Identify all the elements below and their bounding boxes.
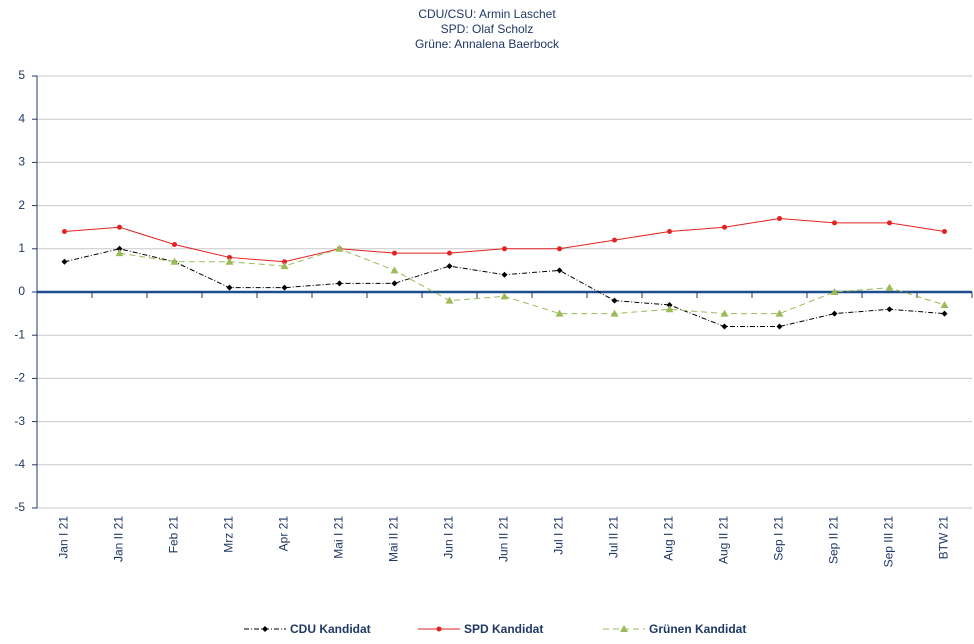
legend-label: SPD Kandidat	[464, 622, 543, 636]
marker	[830, 288, 839, 295]
marker	[262, 626, 268, 632]
marker	[940, 300, 949, 308]
marker	[612, 237, 617, 243]
marker	[777, 216, 782, 222]
x-tick-label: Jan II 21	[112, 516, 126, 562]
marker	[62, 229, 67, 235]
legend-label: CDU Kandidat	[290, 622, 371, 636]
marker	[227, 254, 232, 260]
marker	[555, 309, 564, 317]
y-tick-label: 3	[18, 155, 25, 169]
marker	[116, 245, 123, 252]
marker	[445, 296, 454, 304]
marker	[170, 257, 179, 265]
marker	[335, 244, 344, 252]
x-tick-label: Apr 21	[277, 516, 291, 552]
x-tick-label: Mai I 21	[332, 516, 346, 559]
marker	[392, 250, 397, 256]
marker	[667, 229, 672, 235]
series-line	[64, 218, 945, 263]
marker	[281, 284, 288, 291]
marker	[942, 229, 947, 235]
marker	[447, 250, 452, 256]
marker	[721, 323, 728, 330]
marker	[620, 625, 628, 632]
y-tick-label: 0	[18, 284, 25, 298]
marker	[282, 259, 287, 265]
x-tick-label: Jul II 21	[607, 516, 621, 558]
x-tick-label: Sep II 21	[827, 516, 841, 564]
marker	[502, 246, 507, 252]
marker	[610, 309, 619, 317]
chart-title: SPD: Olaf Scholz	[441, 22, 534, 36]
marker	[557, 246, 562, 252]
chart-title: Grüne: Annalena Baerbock	[415, 37, 560, 51]
legend-label: Grünen Kandidat	[649, 622, 746, 636]
marker	[885, 283, 894, 291]
marker	[776, 323, 783, 330]
marker	[775, 309, 784, 317]
y-tick-label: -2	[14, 371, 25, 385]
marker	[500, 292, 509, 300]
marker	[115, 249, 124, 257]
marker	[722, 224, 727, 230]
y-tick-label: 1	[18, 241, 25, 255]
marker	[556, 267, 563, 274]
marker	[831, 310, 838, 317]
marker	[225, 257, 234, 265]
x-tick-label: Aug I 21	[662, 516, 676, 561]
marker	[720, 309, 729, 317]
y-tick-label: -1	[14, 327, 25, 341]
y-tick-label: -4	[14, 457, 25, 471]
marker	[436, 626, 442, 632]
marker	[665, 305, 674, 313]
series-line	[64, 248, 945, 328]
marker	[666, 301, 673, 308]
x-tick-label: Mrz 21	[222, 516, 236, 553]
marker	[446, 263, 453, 270]
marker	[886, 306, 893, 313]
x-tick-label: Jan I 21	[57, 516, 71, 559]
marker	[280, 262, 289, 270]
x-tick-label: Jun I 21	[442, 516, 456, 559]
marker	[611, 297, 618, 304]
marker	[887, 220, 892, 226]
y-tick-label: -3	[14, 414, 25, 428]
y-tick-label: -5	[14, 500, 25, 514]
marker	[390, 266, 399, 274]
marker	[501, 271, 508, 278]
marker	[117, 224, 122, 230]
y-tick-label: 5	[18, 68, 25, 82]
y-tick-label: 2	[18, 198, 25, 212]
marker	[336, 280, 343, 287]
x-tick-label: Feb 21	[167, 516, 181, 554]
marker	[226, 284, 233, 291]
x-tick-label: Jun II 21	[497, 516, 511, 562]
marker	[832, 220, 837, 226]
marker	[172, 241, 177, 247]
x-tick-label: Sep I 21	[772, 516, 786, 561]
x-tick-label: BTW 21	[937, 516, 951, 560]
y-tick-label: 4	[18, 111, 25, 125]
x-tick-label: Jul I 21	[552, 516, 566, 555]
chart-title: CDU/CSU: Armin Laschet	[418, 7, 556, 21]
marker	[61, 258, 68, 265]
marker	[941, 310, 948, 317]
x-tick-label: Mai II 21	[387, 516, 401, 562]
marker	[391, 280, 398, 287]
x-tick-label: Aug II 21	[717, 516, 731, 564]
x-tick-label: Sep III 21	[882, 516, 896, 568]
